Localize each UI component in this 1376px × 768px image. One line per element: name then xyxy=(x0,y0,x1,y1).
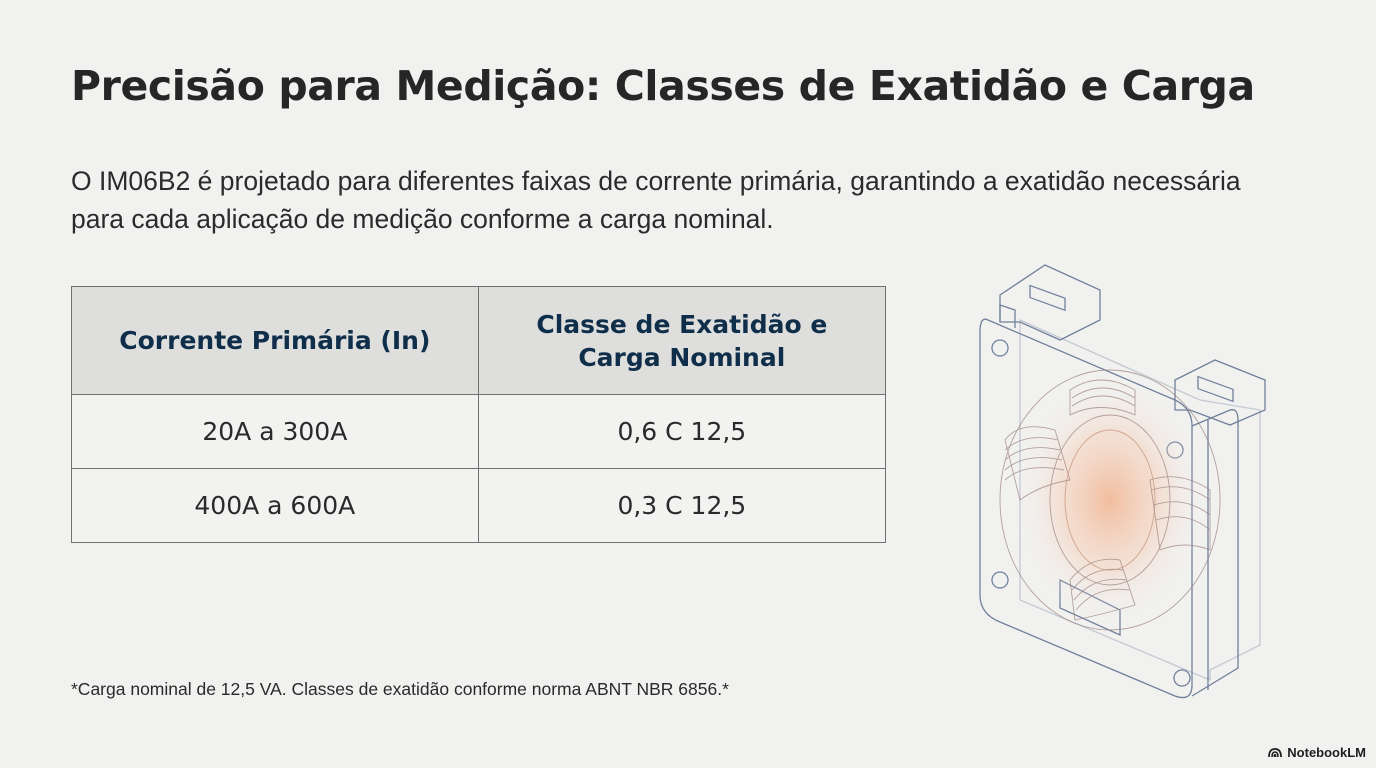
intro-paragraph: O IM06B2 é projetado para diferentes fai… xyxy=(71,166,1241,234)
notebooklm-logo-icon xyxy=(1268,748,1283,758)
slide-title: Precisão para Medição: Classes de Exatid… xyxy=(71,62,1255,110)
notebooklm-branding: NotebookLM xyxy=(1268,745,1366,760)
cell-primary-current: 400A a 600A xyxy=(71,468,479,543)
table-row: 20A a 300A 0,6 C 12,5 xyxy=(71,394,887,469)
cell-accuracy-class: 0,3 C 12,5 xyxy=(477,468,887,543)
table-header-row: Corrente Primária (In) Classe de Exatidã… xyxy=(71,286,887,395)
column-header-primary-current: Corrente Primária (In) xyxy=(71,286,479,395)
column-header-accuracy-class: Classe de Exatidão e Carga Nominal xyxy=(477,286,887,395)
cell-accuracy-class: 0,6 C 12,5 xyxy=(477,394,887,469)
brand-label: NotebookLM xyxy=(1287,745,1366,760)
table-row: 400A a 600A 0,3 C 12,5 xyxy=(71,468,887,543)
accuracy-class-table: Corrente Primária (In) Classe de Exatidã… xyxy=(71,286,887,543)
current-transformer-illustration xyxy=(960,250,1290,710)
cell-primary-current: 20A a 300A xyxy=(71,394,479,469)
current-transformer-wireframe-icon xyxy=(979,264,1266,699)
footnote: *Carga nominal de 12,5 VA. Classes de ex… xyxy=(71,679,729,699)
